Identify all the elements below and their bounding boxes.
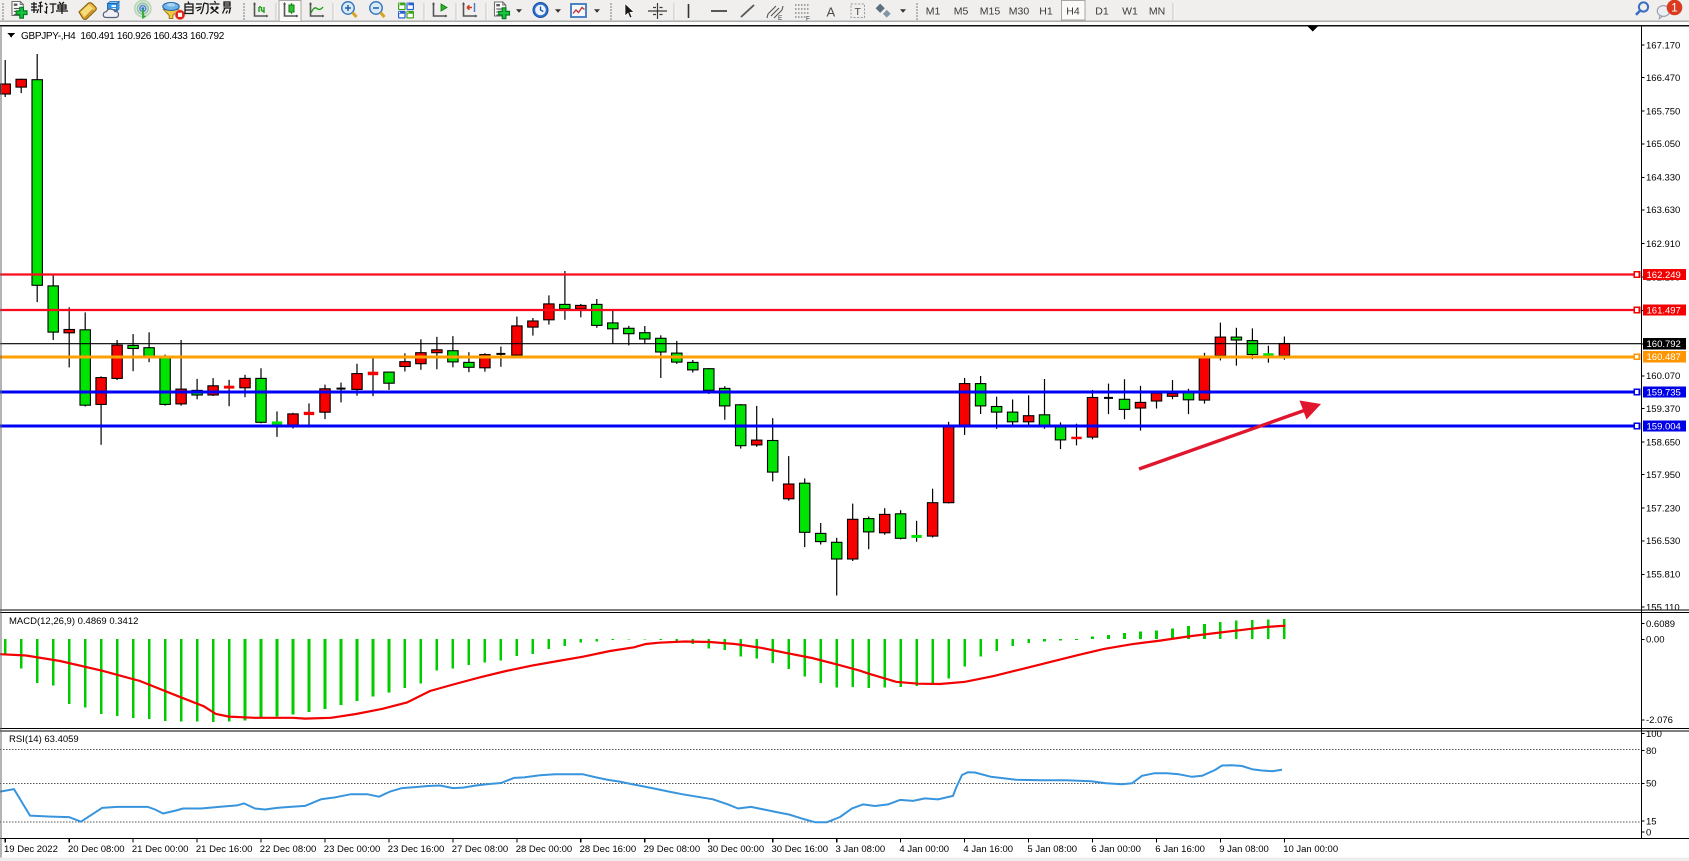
svg-text:165.050: 165.050 (1646, 139, 1680, 150)
svg-text:80: 80 (1646, 746, 1657, 757)
svg-text:28 Dec 16:00: 28 Dec 16:00 (580, 844, 637, 855)
svg-text:159.735: 159.735 (1647, 387, 1681, 398)
svg-text:MACD(12,26,9) 0.4869 0.3412: MACD(12,26,9) 0.4869 0.3412 (9, 616, 138, 627)
svg-text:MN: MN (1149, 6, 1165, 18)
svg-text:GBPJPY-,H4 160.491 160.926 16: GBPJPY-,H4 160.491 160.926 160.433 160.7… (21, 31, 225, 42)
svg-text:167.170: 167.170 (1646, 40, 1680, 51)
svg-text:M15: M15 (980, 6, 1001, 18)
svg-text:15: 15 (1646, 816, 1657, 827)
svg-text:50: 50 (1646, 779, 1657, 790)
svg-text:-2.076: -2.076 (1646, 715, 1673, 726)
svg-text:A: A (827, 5, 836, 20)
svg-text:6 Jan 00:00: 6 Jan 00:00 (1091, 844, 1141, 855)
svg-text:0: 0 (1646, 827, 1651, 838)
svg-text:28 Dec 00:00: 28 Dec 00:00 (516, 844, 573, 855)
svg-text:H4: H4 (1066, 6, 1080, 18)
svg-text:161.497: 161.497 (1647, 305, 1681, 316)
svg-text:T: T (855, 6, 862, 18)
svg-text:22 Dec 08:00: 22 Dec 08:00 (260, 844, 317, 855)
svg-text:165.750: 165.750 (1646, 107, 1680, 118)
svg-text:159.370: 159.370 (1646, 404, 1680, 415)
svg-text:159.004: 159.004 (1647, 421, 1681, 432)
svg-text:RSI(14) 63.4059: RSI(14) 63.4059 (9, 734, 79, 745)
svg-text:E: E (778, 15, 783, 22)
svg-text:27 Dec 08:00: 27 Dec 08:00 (452, 844, 509, 855)
svg-text:162.249: 162.249 (1647, 270, 1681, 281)
svg-text:4 Jan 00:00: 4 Jan 00:00 (899, 844, 949, 855)
svg-text:1: 1 (1671, 3, 1677, 15)
svg-text:156.530: 156.530 (1646, 536, 1680, 547)
svg-text:30 Dec 16:00: 30 Dec 16:00 (772, 844, 829, 855)
svg-text:10 Jan 00:00: 10 Jan 00:00 (1283, 844, 1338, 855)
svg-text:D1: D1 (1095, 6, 1109, 18)
svg-text:23 Dec 16:00: 23 Dec 16:00 (388, 844, 445, 855)
svg-text:21 Dec 00:00: 21 Dec 00:00 (132, 844, 189, 855)
svg-text:20 Dec 08:00: 20 Dec 08:00 (68, 844, 125, 855)
svg-text:157.230: 157.230 (1646, 504, 1680, 515)
svg-text:21 Dec 16:00: 21 Dec 16:00 (196, 844, 253, 855)
svg-text:0.00: 0.00 (1646, 635, 1665, 646)
svg-text:4 Jan 16:00: 4 Jan 16:00 (963, 844, 1013, 855)
svg-text:W1: W1 (1122, 6, 1138, 18)
svg-text:9 Jan 08:00: 9 Jan 08:00 (1219, 844, 1269, 855)
svg-text:M5: M5 (954, 6, 969, 18)
svg-text:6 Jan 16:00: 6 Jan 16:00 (1155, 844, 1205, 855)
svg-text:100: 100 (1646, 729, 1662, 740)
svg-text:163.630: 163.630 (1646, 205, 1680, 216)
svg-text:0.6089: 0.6089 (1646, 619, 1675, 630)
svg-text:19 Dec 2022: 19 Dec 2022 (4, 844, 58, 855)
svg-text:29 Dec 08:00: 29 Dec 08:00 (644, 844, 701, 855)
svg-text:F: F (806, 16, 810, 23)
svg-text:M1: M1 (926, 6, 941, 18)
svg-text:155.110: 155.110 (1646, 602, 1680, 613)
svg-text:166.470: 166.470 (1646, 73, 1680, 84)
svg-text:158.650: 158.650 (1646, 437, 1680, 448)
svg-text:5 Jan 08:00: 5 Jan 08:00 (1027, 844, 1077, 855)
svg-text:M30: M30 (1009, 6, 1030, 18)
svg-text:23 Dec 00:00: 23 Dec 00:00 (324, 844, 381, 855)
svg-text:160.487: 160.487 (1647, 352, 1681, 363)
svg-text:H1: H1 (1039, 6, 1053, 18)
svg-text:160.792: 160.792 (1647, 339, 1681, 350)
svg-text:3 Jan 08:00: 3 Jan 08:00 (836, 844, 886, 855)
svg-text:164.330: 164.330 (1646, 173, 1680, 184)
svg-text:30 Dec 00:00: 30 Dec 00:00 (708, 844, 765, 855)
svg-text:155.810: 155.810 (1646, 570, 1680, 581)
svg-text:160.070: 160.070 (1646, 371, 1680, 382)
svg-text:162.910: 162.910 (1646, 239, 1680, 250)
svg-text:157.950: 157.950 (1646, 470, 1680, 481)
